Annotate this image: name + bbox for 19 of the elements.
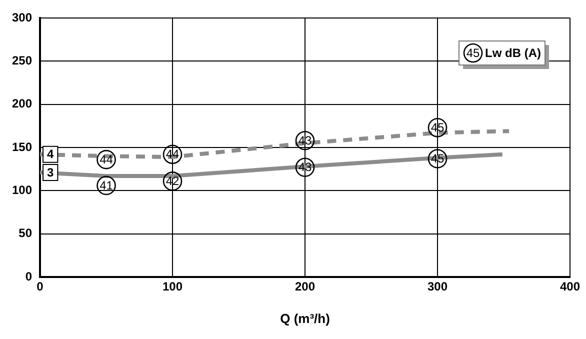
y-tick-label: 200 xyxy=(12,96,32,111)
x-tick-label: 200 xyxy=(294,280,316,294)
y-tick-label: 50 xyxy=(18,226,32,240)
x-tick-label: 400 xyxy=(560,280,580,294)
legend-label: 3 xyxy=(47,165,54,180)
y-tick-label: 100 xyxy=(12,182,32,197)
y-tick-label: 150 xyxy=(12,140,32,154)
x-tick-label: 0 xyxy=(36,280,44,294)
x-tick-label: 300 xyxy=(427,280,448,294)
y-tick-label: 0 xyxy=(25,269,32,284)
annotation: 44 xyxy=(100,152,114,166)
annotation: 44 xyxy=(166,147,180,162)
series-label: 4 xyxy=(47,147,54,162)
annotation: 45 Lw dB (A) xyxy=(466,46,542,60)
y-tick-label: 300 xyxy=(12,10,32,24)
y-tick-label: 250 xyxy=(12,53,32,68)
x-axis-title: Q (m³/h) xyxy=(280,310,330,326)
x-tick-label: 100 xyxy=(162,280,183,294)
annotation: 41 xyxy=(100,178,114,192)
